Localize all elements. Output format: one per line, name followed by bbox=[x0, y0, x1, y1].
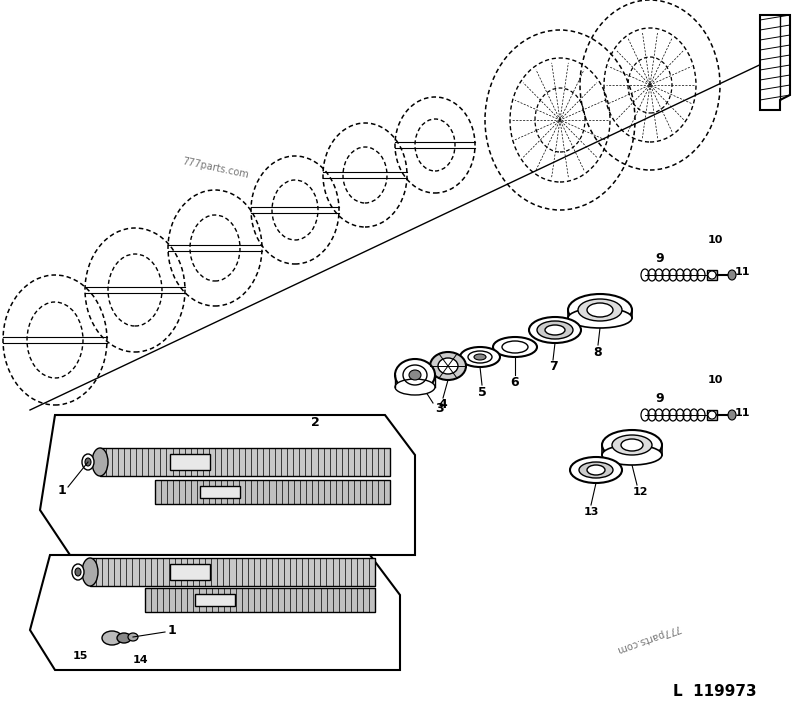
Bar bbox=[707, 410, 717, 420]
Text: 10: 10 bbox=[707, 235, 722, 245]
Ellipse shape bbox=[82, 558, 98, 586]
Text: 15: 15 bbox=[72, 651, 88, 661]
Text: 4: 4 bbox=[438, 398, 447, 412]
Text: 12: 12 bbox=[632, 487, 648, 497]
Ellipse shape bbox=[395, 359, 435, 391]
Text: 11: 11 bbox=[734, 267, 750, 277]
Ellipse shape bbox=[587, 465, 605, 475]
Ellipse shape bbox=[493, 337, 537, 357]
Ellipse shape bbox=[430, 352, 466, 380]
Text: 1: 1 bbox=[168, 625, 176, 638]
Text: 777parts.com: 777parts.com bbox=[614, 622, 682, 655]
Ellipse shape bbox=[85, 458, 91, 466]
Text: 5: 5 bbox=[478, 386, 486, 398]
Ellipse shape bbox=[545, 325, 565, 335]
Ellipse shape bbox=[728, 410, 736, 420]
Ellipse shape bbox=[568, 294, 632, 326]
Polygon shape bbox=[40, 415, 415, 555]
Ellipse shape bbox=[409, 370, 421, 380]
Bar bbox=[170, 564, 210, 580]
Ellipse shape bbox=[72, 564, 84, 580]
Ellipse shape bbox=[621, 439, 643, 451]
Bar bbox=[90, 558, 375, 586]
Bar bbox=[707, 270, 717, 280]
Text: 14: 14 bbox=[132, 655, 148, 665]
Text: 9: 9 bbox=[656, 251, 664, 265]
Text: 13: 13 bbox=[583, 507, 598, 517]
Ellipse shape bbox=[728, 270, 736, 280]
Ellipse shape bbox=[602, 445, 662, 465]
Ellipse shape bbox=[612, 435, 652, 455]
Ellipse shape bbox=[75, 568, 81, 576]
Ellipse shape bbox=[602, 430, 662, 460]
Ellipse shape bbox=[92, 448, 108, 476]
Ellipse shape bbox=[102, 631, 122, 645]
Bar bbox=[195, 594, 235, 606]
Text: 1: 1 bbox=[58, 484, 66, 496]
Ellipse shape bbox=[117, 633, 131, 643]
Bar bbox=[155, 480, 390, 504]
Text: 3: 3 bbox=[434, 403, 443, 415]
Ellipse shape bbox=[579, 462, 613, 478]
Ellipse shape bbox=[82, 454, 94, 470]
Ellipse shape bbox=[708, 411, 716, 419]
Text: 2: 2 bbox=[310, 417, 319, 430]
Ellipse shape bbox=[587, 303, 613, 317]
Ellipse shape bbox=[578, 299, 622, 321]
Ellipse shape bbox=[438, 358, 458, 374]
Ellipse shape bbox=[474, 354, 486, 360]
Text: 11: 11 bbox=[734, 408, 750, 418]
Ellipse shape bbox=[537, 321, 573, 339]
Polygon shape bbox=[760, 15, 790, 110]
Polygon shape bbox=[30, 555, 400, 670]
Text: L  119973: L 119973 bbox=[673, 684, 757, 699]
Ellipse shape bbox=[708, 271, 716, 279]
Ellipse shape bbox=[460, 347, 500, 367]
Bar bbox=[200, 486, 240, 498]
Ellipse shape bbox=[568, 308, 632, 328]
Text: 6: 6 bbox=[510, 376, 519, 388]
Ellipse shape bbox=[128, 633, 138, 641]
Ellipse shape bbox=[570, 457, 622, 483]
Bar bbox=[100, 448, 390, 476]
Bar bbox=[145, 588, 375, 612]
Text: 7: 7 bbox=[549, 361, 558, 373]
Bar bbox=[170, 454, 210, 470]
Ellipse shape bbox=[395, 379, 435, 395]
Ellipse shape bbox=[529, 317, 581, 343]
Text: 777parts.com: 777parts.com bbox=[181, 156, 249, 180]
Text: 9: 9 bbox=[656, 391, 664, 405]
Text: 10: 10 bbox=[707, 375, 722, 385]
Text: 8: 8 bbox=[594, 346, 602, 359]
